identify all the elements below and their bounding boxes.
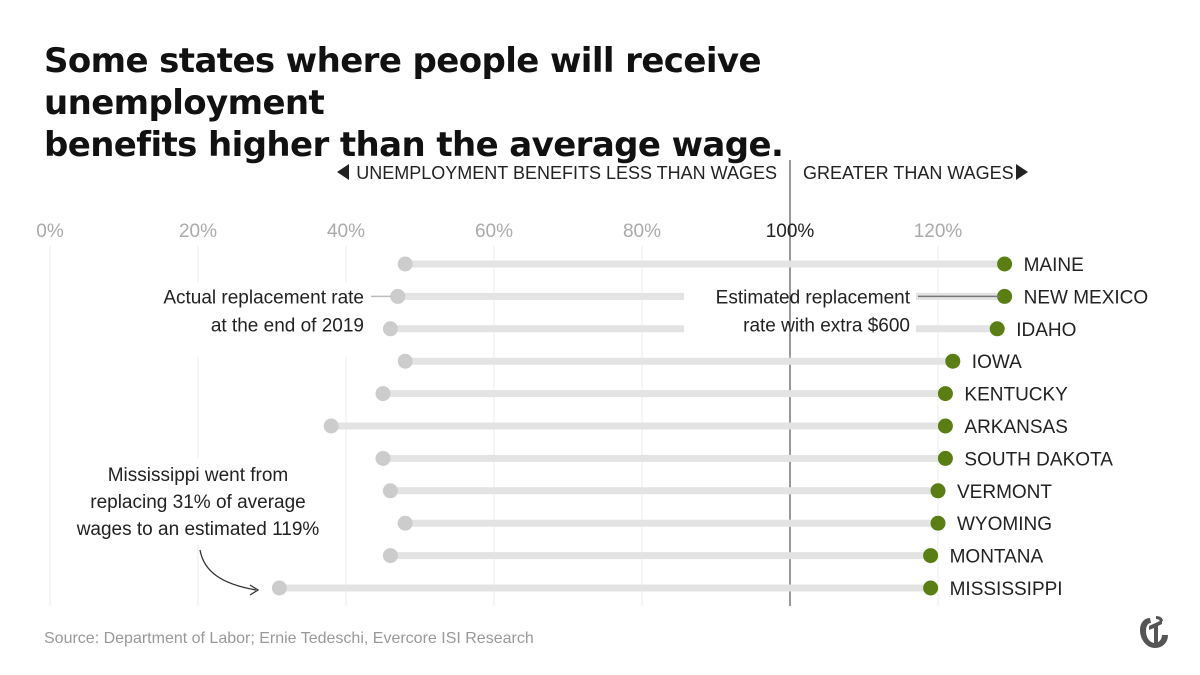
actual-rate-point — [271, 580, 287, 596]
actual-rate-point — [323, 418, 339, 434]
chart-title: Some states where people will receive un… — [44, 40, 1044, 166]
x-tick-label: 60% — [475, 221, 513, 242]
x-tick-label: 20% — [179, 221, 217, 242]
estimated-rate-point — [997, 256, 1013, 272]
header-right-label: GREATER THAN WAGES — [803, 163, 1014, 183]
state-row: MONTANA — [382, 547, 1044, 568]
estimated-rate-point — [923, 580, 939, 596]
actual-rate-point — [397, 353, 413, 369]
arrowhead-icon — [249, 584, 260, 596]
x-tick-label: 80% — [623, 221, 661, 242]
state-label: IOWA — [972, 352, 1022, 373]
estimated-rate-point — [937, 450, 953, 466]
estimated-rate-point — [997, 288, 1013, 304]
header-left-label: UNEMPLOYMENT BENEFITS LESS THAN WAGES — [356, 163, 777, 183]
estimated-rate-point — [945, 353, 961, 369]
actual-rate-point — [390, 288, 406, 304]
x-tick-label: 100% — [766, 221, 815, 242]
mississippi-annotation-line: wages to an estimated 119% — [76, 519, 320, 540]
estimated-rate-point — [989, 321, 1005, 337]
actual-rate-point — [397, 515, 413, 531]
estimated-rate-point — [930, 515, 946, 531]
mississippi-arrow — [199, 549, 257, 591]
title-line-1: Some states where people will receive un… — [44, 41, 762, 123]
nyt-logo-icon — [1140, 616, 1168, 648]
estimated-rate-point — [937, 386, 953, 402]
actual-rate-point — [382, 548, 398, 564]
estimated-rate-point — [923, 548, 939, 564]
arrow-right-icon — [1016, 164, 1028, 180]
actual-rate-point — [382, 483, 398, 499]
state-label: WYOMING — [957, 514, 1052, 535]
state-row: MAINE — [397, 255, 1084, 276]
state-row: VERMONT — [382, 482, 1052, 503]
state-row: SOUTH DAKOTA — [375, 449, 1113, 470]
source-note: Source: Department of Labor; Ernie Tedes… — [44, 630, 534, 647]
estimated-rate-point — [937, 418, 953, 434]
state-row: WYOMING — [397, 514, 1052, 535]
state-label: IDAHO — [1016, 320, 1076, 341]
mississippi-annotation-line: replacing 31% of average — [90, 492, 305, 513]
state-label: MONTANA — [950, 547, 1044, 568]
actual-annotation-line: at the end of 2019 — [211, 315, 364, 336]
state-row: KENTUCKY — [375, 385, 1068, 406]
state-label: MAINE — [1024, 255, 1084, 276]
actual-annotation-line: Actual replacement rate — [163, 287, 364, 308]
estimated-annotation-line: rate with extra $600 — [743, 315, 910, 336]
state-row: ARKANSAS — [323, 417, 1068, 438]
state-row: MISSISSIPPI — [271, 579, 1063, 600]
title-line-2: benefits higher than the average wage. — [44, 125, 784, 165]
state-label: VERMONT — [957, 482, 1052, 503]
arrow-left-icon — [337, 164, 349, 180]
actual-rate-point — [382, 321, 398, 337]
actual-rate-point — [375, 450, 391, 466]
state-label: ARKANSAS — [964, 417, 1067, 438]
state-label: KENTUCKY — [964, 385, 1068, 406]
state-label: NEW MEXICO — [1024, 287, 1149, 308]
state-label: SOUTH DAKOTA — [964, 449, 1113, 470]
x-tick-label: 0% — [36, 221, 64, 242]
estimated-annotation-line: Estimated replacement — [716, 287, 911, 308]
state-row: IOWA — [397, 352, 1022, 373]
x-tick-label: 120% — [914, 221, 963, 242]
x-tick-label: 40% — [327, 221, 365, 242]
actual-rate-point — [397, 256, 413, 272]
actual-rate-point — [375, 386, 391, 402]
estimated-rate-point — [930, 483, 946, 499]
state-label: MISSISSIPPI — [950, 579, 1063, 600]
mississippi-annotation-line: Mississippi went from — [108, 465, 289, 486]
